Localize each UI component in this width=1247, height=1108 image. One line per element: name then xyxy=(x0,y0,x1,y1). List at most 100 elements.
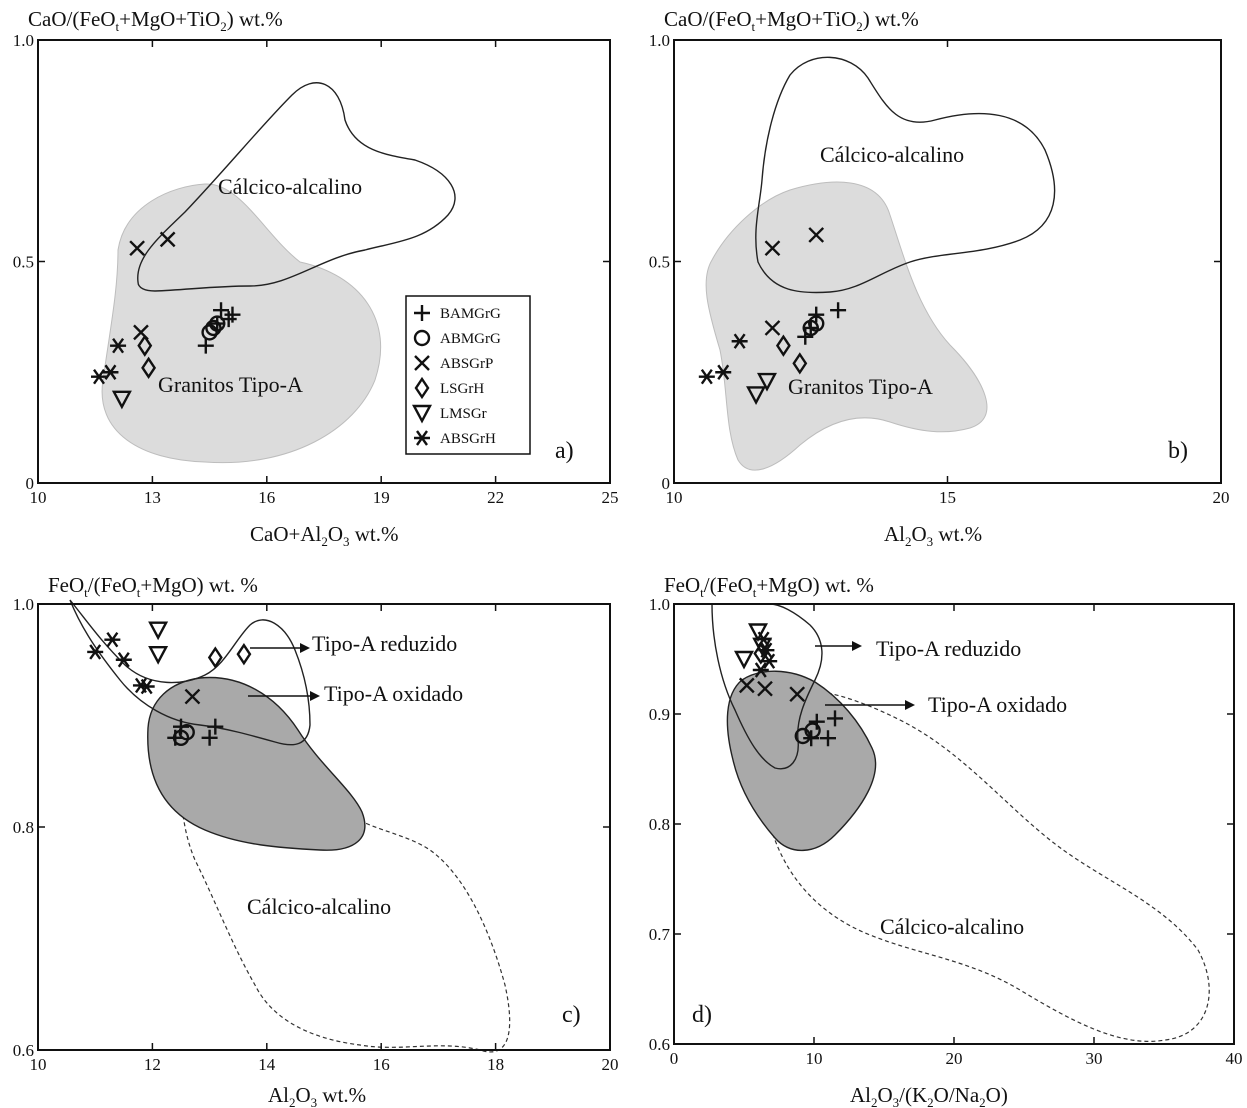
point-lsgrh xyxy=(775,334,791,357)
panel-b: CaO/(FeOt+MgO+TiO2) wt.% 10 15 20 0 0.5 1.0 C… xyxy=(649,7,1230,549)
x-tick-label: 13 xyxy=(144,488,161,507)
point-lsgrh xyxy=(236,643,252,666)
x-tick-label: 16 xyxy=(258,488,275,507)
panel-a-marks xyxy=(91,231,241,410)
point-abmgrg xyxy=(178,724,195,741)
panel-b-calc-alkaline-field xyxy=(755,56,1056,294)
y-tick-label: 0 xyxy=(662,474,671,493)
panel-d-panel-label: d) xyxy=(692,1002,712,1028)
x-tick-label: 30 xyxy=(1086,1049,1103,1068)
panel-d-label-reduzido: Tipo-A reduzido xyxy=(876,636,1021,661)
x-tick-label: 0 xyxy=(670,1049,679,1068)
panel-b-panel-label: b) xyxy=(1168,438,1188,464)
panel-c-label-calc-alkaline: Cálcico-alcalino xyxy=(247,894,391,919)
point-absgrh xyxy=(761,653,778,669)
panel-c-title: FeOt/(FeOt+MgO) wt. % xyxy=(48,573,258,600)
x-tick-label: 18 xyxy=(487,1055,504,1074)
panel-a-label-calc-alkaline: Cálcico-alcalino xyxy=(218,174,362,199)
point-lsgrh xyxy=(792,352,808,375)
x-tick-label: 15 xyxy=(939,488,956,507)
y-tick-label: 0.7 xyxy=(649,925,671,944)
panel-a: CaO/(FeOt+MgO+TiO2) wt.% 10 13 16 19 22 25 0 0.… xyxy=(13,7,619,549)
panel-c-axes: 10 12 14 16 18 20 0.6 0.8 1.0 xyxy=(13,595,619,1074)
panel-c-arrowhead-oxidado xyxy=(310,691,320,701)
point-lsgrh xyxy=(137,334,153,357)
y-tick-label: 0.8 xyxy=(649,815,670,834)
point-absgrp xyxy=(184,688,201,705)
point-lmsgr xyxy=(746,386,767,405)
panel-a-x-label: CaO+Al2O3 wt.% xyxy=(250,522,399,549)
panel-c-label-oxidado: Tipo-A oxidado xyxy=(324,681,463,706)
panel-d-x-label: Al2O3/(K2O/Na2O) xyxy=(850,1083,1008,1108)
point-absgrp xyxy=(808,227,825,243)
x-tick-label: 12 xyxy=(144,1055,161,1074)
panel-c: FeOt/(FeOt+MgO) wt. % 10 12 14 16 18 20 0.6 0.8… xyxy=(13,573,619,1108)
x-tick-label: 10 xyxy=(30,1055,47,1074)
point-absgrh xyxy=(115,652,132,668)
point-absgrh xyxy=(715,364,732,380)
panel-d-tipo-a-oxidado-field xyxy=(726,670,877,852)
panel-b-marks xyxy=(698,227,847,405)
y-tick-label: 0.6 xyxy=(13,1041,34,1060)
legend-label-bamgrg: BAMGrG xyxy=(440,306,501,322)
x-tick-label: 14 xyxy=(258,1055,276,1074)
y-tick-label: 0.8 xyxy=(13,818,34,837)
point-lmsgr xyxy=(734,650,754,670)
panel-d-calc-alkaline-field xyxy=(754,689,1210,1042)
panel-d-arrowhead-reduzido xyxy=(852,641,862,651)
panel-c-tipo-a-reduzido-field xyxy=(69,599,311,746)
panel-c-label-reduzido: Tipo-A reduzido xyxy=(312,631,457,656)
panel-a-tipo-a-field xyxy=(101,183,382,464)
point-absgrh xyxy=(138,678,155,695)
x-tick-label: 25 xyxy=(602,488,619,507)
panel-b-label-tipo-a: Granitos Tipo-A xyxy=(788,374,933,399)
y-tick-label: 0.6 xyxy=(649,1035,670,1054)
point-bamgrg xyxy=(808,713,825,730)
panel-c-arrowhead-reduzido xyxy=(300,643,310,653)
point-absgrh xyxy=(752,662,769,678)
legend-entries: BAMGrG ABMGrG ABSGrP LSGrH LMSGr ABSGrH xyxy=(412,305,501,447)
point-absgrp xyxy=(764,240,781,257)
y-tick-label: 1.0 xyxy=(649,595,670,614)
point-bamgrg xyxy=(808,306,825,323)
point-bamgrg xyxy=(820,730,836,747)
y-tick-label: 0.5 xyxy=(13,253,34,272)
x-tick-label: 10 xyxy=(30,488,47,507)
x-tick-label: 20 xyxy=(1213,488,1230,507)
point-bamgrg xyxy=(207,718,224,735)
legend-label-lsgrh: LSGrH xyxy=(440,381,484,397)
legend-marker-lmsgr xyxy=(412,404,432,424)
panel-d-axes: 0 10 20 30 40 0.6 0.7 0.8 0.9 1.0 xyxy=(649,595,1243,1068)
point-absgrh xyxy=(91,368,108,385)
point-bamgrg xyxy=(201,729,218,746)
point-absgrp xyxy=(738,677,755,694)
y-tick-label: 0.9 xyxy=(649,705,670,724)
legend-marker-abmgrg xyxy=(413,329,431,347)
point-absgrh xyxy=(110,337,127,354)
panel-a-legend: BAMGrG ABMGrG ABSGrP LSGrH LMSGr ABSGrH xyxy=(405,295,531,455)
panel-b-tipo-a-field xyxy=(705,181,988,471)
legend-label-absgrh: ABSGrH xyxy=(440,431,496,447)
point-absgrh xyxy=(731,333,748,349)
panel-b-axes: 10 15 20 0 0.5 1.0 xyxy=(649,31,1230,507)
point-absgrh xyxy=(102,364,119,380)
panel-d: FeOt/(FeOt+MgO) wt. % 0 10 20 30 40 0.6 0.7 0.8… xyxy=(649,573,1243,1108)
y-tick-label: 0 xyxy=(26,474,35,493)
x-tick-label: 22 xyxy=(487,488,504,507)
point-absgrh xyxy=(104,631,121,648)
legend-marker-lsgrh xyxy=(414,376,430,400)
point-lmsgr xyxy=(748,623,768,643)
panel-a-calc-alkaline-field xyxy=(137,82,456,292)
legend-label-lmsgr: LMSGr xyxy=(440,406,487,422)
point-absgrp xyxy=(757,680,773,697)
point-absgrh xyxy=(698,368,715,385)
legend-box xyxy=(405,295,531,455)
y-tick-label: 1.0 xyxy=(13,31,34,50)
point-lmsgr xyxy=(148,621,169,641)
legend-marker-absgrp xyxy=(414,355,430,371)
panel-b-label-calc-alkaline: Cálcico-alcalino xyxy=(820,142,964,167)
legend-label-absgrp: ABSGrP xyxy=(440,356,493,372)
panel-c-tipo-a-oxidado-field xyxy=(147,676,366,851)
point-abmgrg xyxy=(205,319,222,337)
x-tick-label: 16 xyxy=(373,1055,390,1074)
